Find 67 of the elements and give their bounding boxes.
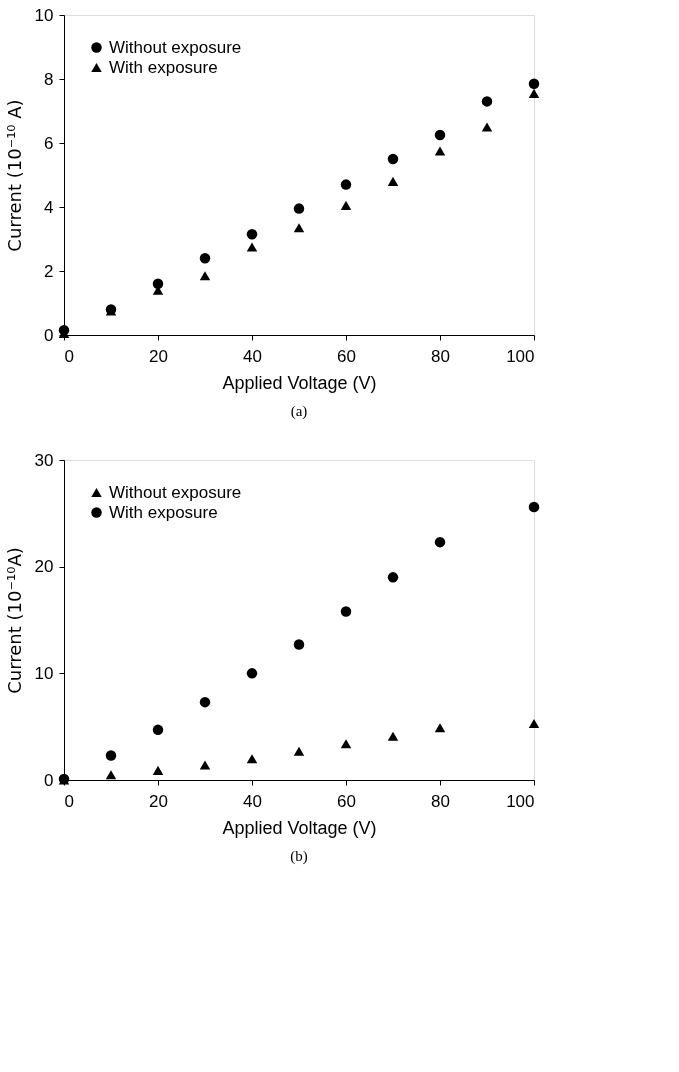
point: [105, 750, 117, 761]
y-tick-label: 6: [44, 133, 54, 153]
x-tick-label: 60: [337, 346, 356, 366]
point: [199, 252, 211, 264]
point: [340, 739, 352, 749]
y-tick-label: 0: [44, 325, 54, 345]
point: [199, 696, 211, 708]
x-tick-label: 0: [64, 346, 74, 366]
point: [528, 718, 540, 729]
point: [387, 572, 399, 583]
legend-label: With exposure: [109, 57, 218, 77]
point: [152, 278, 164, 290]
y-tick-label: 20: [34, 557, 54, 577]
y-tick-label: 30: [34, 450, 54, 470]
x-axis-title: Applied Voltage (V): [222, 372, 377, 393]
y-tick-label: 8: [44, 69, 54, 89]
x-tick-label: 100: [506, 791, 535, 811]
y-tick-label: 10: [34, 5, 54, 25]
point: [434, 536, 446, 548]
y-tick-label: 2: [44, 261, 54, 281]
y-tick-label: 0: [44, 770, 54, 790]
legend-label: Without exposure: [109, 482, 242, 502]
point: [481, 96, 493, 107]
x-axis-title: Applied Voltage (V): [222, 817, 377, 838]
x-tick-label: 20: [149, 791, 168, 811]
point: [199, 271, 211, 281]
point: [293, 203, 305, 214]
point: [528, 501, 540, 513]
point: [293, 223, 305, 233]
legend-label: With exposure: [109, 502, 218, 522]
x-tick-label: 40: [243, 791, 262, 811]
y-tick-label: 4: [44, 197, 54, 217]
point: [293, 746, 305, 756]
point: [340, 179, 352, 190]
point: [340, 200, 352, 210]
point: [293, 639, 305, 650]
legend-label: Without exposure: [109, 37, 242, 57]
point: [152, 724, 164, 736]
point: [340, 606, 352, 617]
text: (a): [290, 403, 308, 420]
x-tick-label: 0: [64, 791, 74, 811]
point: [528, 88, 540, 98]
x-tick-label: 20: [149, 346, 168, 366]
point: [246, 754, 258, 764]
point: [246, 242, 258, 252]
point: [481, 122, 493, 132]
point: [105, 770, 117, 780]
y-tick-label: 10: [34, 663, 54, 683]
point: [387, 153, 399, 165]
y-axis-title: Current (10⁻¹⁰A): [3, 547, 25, 694]
x-tick-label: 80: [431, 346, 450, 366]
point: [246, 668, 258, 679]
point: [387, 176, 399, 186]
text: (b): [290, 848, 308, 865]
x-tick-label: 80: [431, 791, 450, 811]
point: [152, 765, 164, 775]
point: [199, 760, 211, 770]
point: [434, 723, 446, 733]
point: [387, 731, 399, 741]
point: [246, 228, 258, 240]
x-tick-label: 40: [243, 346, 262, 366]
point: [528, 78, 540, 90]
x-tick-label: 100: [506, 346, 535, 366]
point: [434, 129, 446, 141]
y-axis-title: Current (10⁻¹⁰ A): [3, 99, 25, 252]
point: [434, 146, 446, 156]
x-tick-label: 60: [337, 791, 356, 811]
